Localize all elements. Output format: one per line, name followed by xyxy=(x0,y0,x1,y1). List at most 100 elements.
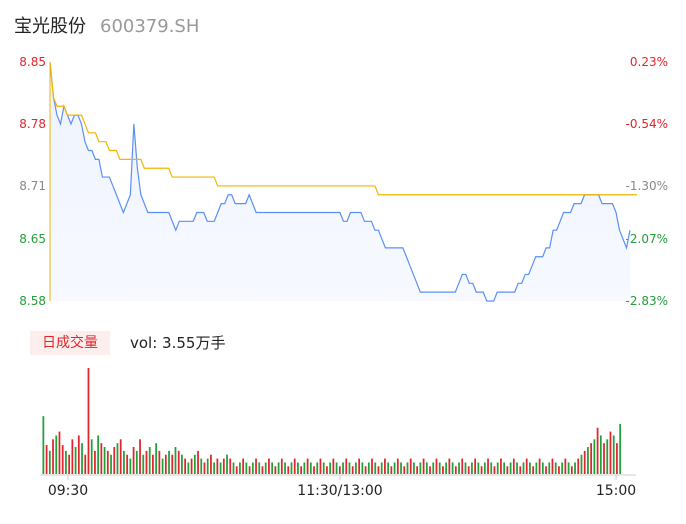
volume-bar xyxy=(364,466,367,474)
volume-bar xyxy=(68,454,71,474)
volume-bar xyxy=(329,462,332,474)
volume-bar xyxy=(61,445,64,474)
volume-bar xyxy=(181,454,183,474)
volume-bar xyxy=(506,466,509,474)
volume-bar xyxy=(461,458,464,474)
volume-bar xyxy=(509,462,512,474)
volume-bar xyxy=(264,462,267,474)
volume-bar xyxy=(429,466,431,474)
volume-bar xyxy=(519,466,522,474)
volume-bar xyxy=(338,466,341,474)
time-tick-label: 09:30 xyxy=(48,483,88,499)
volume-bar xyxy=(87,368,90,474)
volume-bar xyxy=(129,458,132,474)
volume-bar xyxy=(496,462,499,474)
price-area-fill xyxy=(50,62,630,301)
volume-bar xyxy=(239,462,241,474)
volume-bar xyxy=(577,458,580,474)
price-axis-left: 8.85 8.78 8.71 8.65 8.58 xyxy=(19,55,46,308)
volume-bar xyxy=(200,458,203,474)
volume-bar xyxy=(561,462,564,474)
volume-bar xyxy=(593,439,596,474)
volume-bar xyxy=(248,466,251,474)
volume-bar xyxy=(355,462,357,474)
volume-bar xyxy=(139,439,141,474)
volume-bar xyxy=(487,458,489,474)
volume-bar xyxy=(445,462,448,474)
volume-bar xyxy=(558,466,560,474)
volume-bar xyxy=(84,454,87,474)
percent-tick-label: -0.54% xyxy=(626,117,668,131)
volume-bar xyxy=(97,435,100,474)
volume-bar xyxy=(454,466,457,474)
volume-bar xyxy=(100,443,103,474)
volume-bar xyxy=(580,454,583,474)
volume-bar xyxy=(187,462,190,474)
daily-volume-tag[interactable]: 日成交量 xyxy=(30,331,110,355)
volume-bar xyxy=(113,447,116,474)
volume-bar xyxy=(335,462,338,474)
stock-code: 600379.SH xyxy=(100,16,200,37)
volume-bar xyxy=(525,458,528,474)
volume-bar xyxy=(229,458,232,474)
volume-bar xyxy=(94,450,96,474)
volume-bar xyxy=(297,462,299,474)
volume-bar xyxy=(164,454,167,474)
volume-readout: vol: 3.55万手 xyxy=(130,334,226,352)
volume-bar xyxy=(309,462,312,474)
volume-bar xyxy=(126,454,129,474)
volume-bar xyxy=(512,458,515,474)
volume-bar xyxy=(45,445,48,474)
volume-bar xyxy=(219,462,222,474)
volume-bar xyxy=(245,462,248,474)
volume-bar xyxy=(293,458,296,474)
volume-bar xyxy=(193,454,196,474)
volume-bar xyxy=(599,435,602,474)
volume-bar xyxy=(177,450,180,474)
volume-bar xyxy=(74,447,77,474)
volume-bar xyxy=(171,454,174,474)
volume-bar xyxy=(77,435,80,474)
volume-bar xyxy=(55,435,58,474)
volume-bar xyxy=(564,458,567,474)
volume-bar xyxy=(48,450,51,474)
volume-bar xyxy=(361,462,364,474)
volume-bar xyxy=(319,458,322,474)
volume-bar xyxy=(345,458,348,474)
volume-bar xyxy=(90,439,93,474)
volume-bar xyxy=(387,462,390,474)
volume-bar xyxy=(303,462,306,474)
price-tick-label: 8.78 xyxy=(19,117,46,131)
volume-bar xyxy=(142,454,145,474)
volume-bar xyxy=(413,462,415,474)
volume-bar xyxy=(287,466,290,474)
volume-bar xyxy=(432,462,435,474)
volume-bar xyxy=(606,439,609,474)
volume-bar xyxy=(290,462,293,474)
volume-bar xyxy=(71,439,74,474)
volume-bar xyxy=(235,466,238,474)
price-tick-label: 8.85 xyxy=(19,55,46,69)
volume-bar xyxy=(393,462,396,474)
volume-bar xyxy=(135,450,138,474)
volume-bar xyxy=(152,454,154,474)
volume-bar xyxy=(367,462,370,474)
volume-bar xyxy=(474,458,477,474)
volume-bar xyxy=(419,462,422,474)
volume-bar xyxy=(480,466,483,474)
volume-bar xyxy=(522,462,525,474)
volume-bar xyxy=(251,462,254,474)
volume-bar xyxy=(500,458,502,474)
volume-bar xyxy=(161,458,164,474)
volume-bar xyxy=(42,416,45,474)
volume-bar xyxy=(451,462,454,474)
volume-bar xyxy=(206,458,209,474)
volume-bar xyxy=(155,443,158,474)
volume-bar xyxy=(145,450,148,474)
volume-bar xyxy=(58,431,61,474)
volume-bar xyxy=(132,447,135,474)
volume-bar xyxy=(609,431,612,474)
volume-bar xyxy=(603,443,605,474)
volume-bar xyxy=(197,450,199,474)
